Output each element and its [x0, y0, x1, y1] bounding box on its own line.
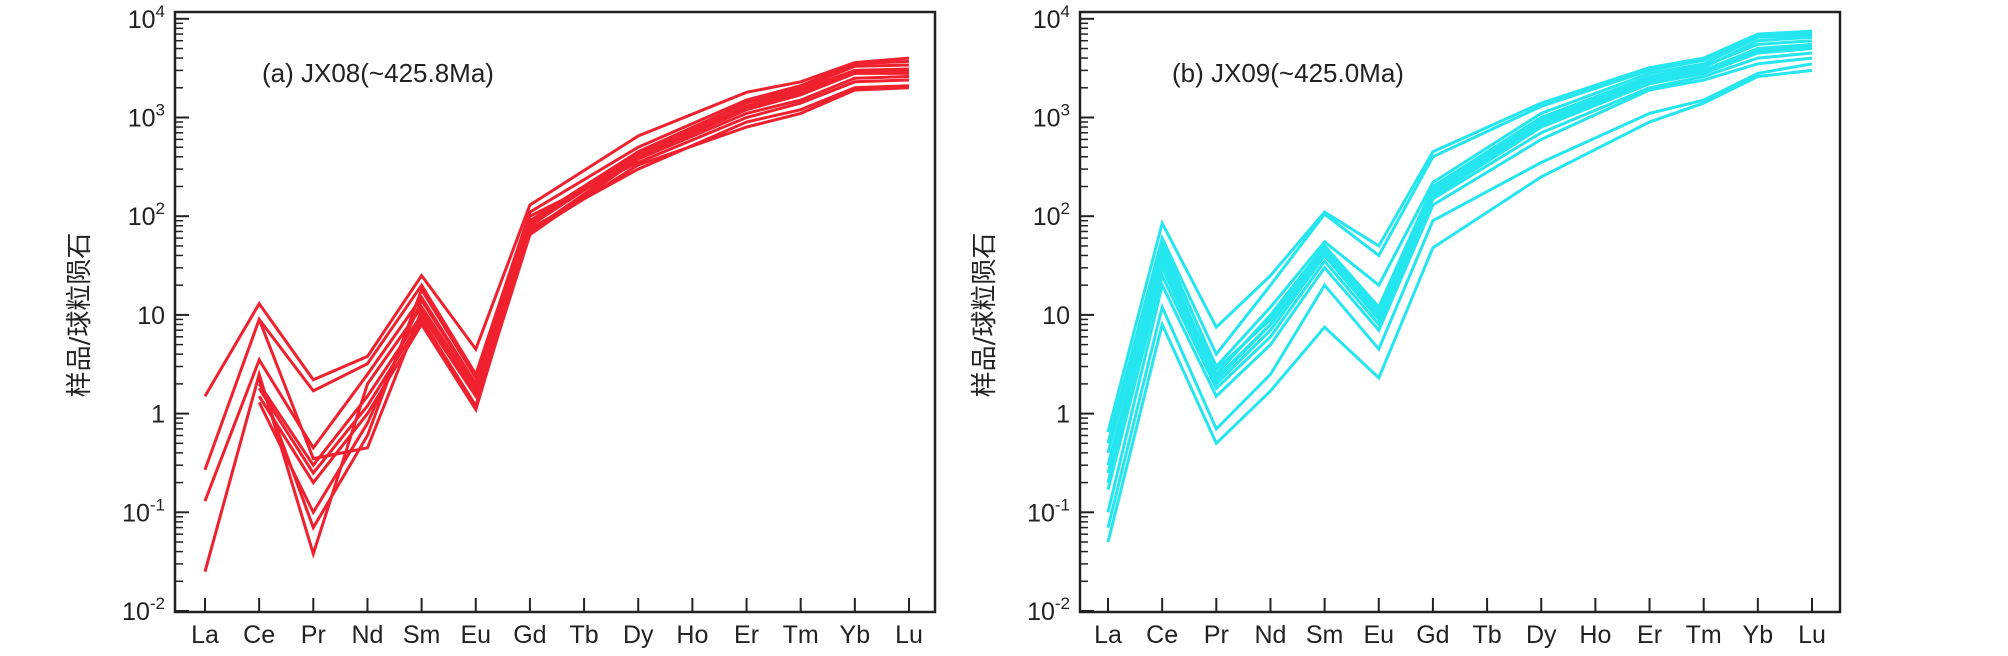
x-tick-label-la: La [1094, 621, 1122, 649]
x-tick-label-pr: Pr [301, 621, 326, 649]
y-tick-label: 103 [128, 101, 165, 133]
y-axis-label: 样品/球粒陨石 [65, 233, 95, 398]
y-tick-label: 103 [1033, 101, 1070, 133]
x-tick-label-eu: Eu [460, 621, 491, 649]
y-tick-base: 10 [1027, 499, 1055, 527]
y-tick-exponent: 3 [1061, 101, 1070, 120]
x-tick-label-sm: Sm [403, 621, 441, 649]
x-tick-label-er: Er [1637, 621, 1662, 649]
series-line-4 [203, 67, 910, 573]
panel-title: (b) JX09(~425.0Ma) [1172, 58, 1404, 88]
x-tick-label-sm: Sm [1306, 621, 1344, 649]
y-tick-exponent: 2 [156, 199, 165, 218]
y-tick-base: 10 [1033, 203, 1061, 231]
y-tick-base: 10 [1033, 105, 1061, 133]
series-group [1106, 29, 1813, 543]
plot-frame [1078, 10, 1842, 614]
y-tick-exponent: 3 [156, 101, 165, 120]
series-line-9 [257, 68, 910, 532]
series-line-8 [257, 78, 910, 516]
series-line-10 [257, 86, 910, 461]
x-tick-label-nd: Nd [351, 621, 383, 649]
y-tick-exponent: -1 [1055, 495, 1070, 514]
y-tick-label: 104 [1033, 2, 1070, 34]
series-line-8 [1106, 56, 1813, 513]
x-tick-label-dy: Dy [623, 621, 654, 649]
x-tick-label-tm: Tm [1686, 621, 1722, 649]
y-tick-label: 10-2 [1027, 594, 1070, 626]
series-line-3 [203, 63, 910, 502]
y-tick-label: 1 [151, 401, 165, 429]
y-tick-exponent: -2 [150, 594, 165, 613]
y-tick-label: 102 [128, 199, 165, 231]
series-group [203, 56, 910, 573]
x-tick-label-nd: Nd [1254, 621, 1286, 649]
y-tick-label: 1 [1056, 401, 1070, 429]
series-line-11 [1160, 35, 1813, 373]
series-line-2 [203, 59, 910, 471]
y-tick-label: 102 [1033, 199, 1070, 231]
y-tick-base: 10 [137, 302, 165, 330]
x-tick-label-tb: Tb [569, 621, 598, 649]
x-tick-label-tb: Tb [1472, 621, 1501, 649]
y-tick-label: 10-1 [1027, 495, 1070, 527]
x-tick-label-lu: Lu [1798, 621, 1826, 649]
series-line-5 [1106, 42, 1813, 474]
x-tick-label-pr: Pr [1204, 621, 1229, 649]
series-line-5 [257, 71, 909, 468]
y-tick-base: 10 [122, 499, 150, 527]
y-tick-label: 10-1 [122, 495, 165, 527]
series-line-7 [1106, 51, 1813, 490]
y-tick-base: 1 [151, 401, 165, 429]
panel-title: (a) JX08(~425.8Ma) [262, 58, 494, 88]
x-tick-label-ho: Ho [676, 621, 708, 649]
x-tick-label-ce: Ce [1146, 621, 1178, 649]
series-line-9 [1106, 62, 1813, 528]
y-tick-base: 1 [1056, 401, 1070, 429]
series-line-1 [1106, 29, 1813, 433]
y-tick-exponent: -1 [150, 495, 165, 514]
y-tick-base: 10 [128, 203, 156, 231]
y-tick-exponent: 4 [1061, 2, 1070, 21]
y-tick-base: 10 [1033, 6, 1061, 34]
x-tick-label-dy: Dy [1526, 621, 1557, 649]
series-line-12 [1160, 45, 1813, 381]
x-tick-label-la: La [191, 621, 219, 649]
x-tick-label-lu: Lu [895, 621, 923, 649]
y-tick-label: 10 [137, 302, 165, 330]
series-line-6 [1106, 47, 1813, 483]
x-tick-label-eu: Eu [1363, 621, 1394, 649]
y-tick-label: 10-2 [122, 594, 165, 626]
y-tick-base: 10 [1027, 598, 1055, 626]
x-tick-label-gd: Gd [513, 621, 546, 649]
y-tick-exponent: -2 [1055, 594, 1070, 613]
series-line-10 [1106, 68, 1813, 543]
x-tick-label-ho: Ho [1579, 621, 1611, 649]
y-tick-exponent: 2 [1061, 199, 1070, 218]
x-tick-label-er: Er [734, 621, 759, 649]
series-line-2 [1106, 31, 1813, 444]
y-tick-base: 10 [1042, 302, 1070, 330]
series-line-1 [203, 56, 910, 397]
series-line-7 [257, 84, 910, 486]
plot-frame [173, 10, 937, 614]
x-tick-label-yb: Yb [840, 621, 871, 649]
y-tick-base: 10 [122, 598, 150, 626]
y-tick-label: 104 [128, 2, 165, 34]
x-tick-label-tm: Tm [783, 621, 819, 649]
x-tick-label-ce: Ce [243, 621, 275, 649]
y-axis-label: 样品/球粒陨石 [970, 233, 1000, 398]
x-tick-label-yb: Yb [1743, 621, 1774, 649]
y-tick-base: 10 [128, 105, 156, 133]
y-tick-label: 10 [1042, 302, 1070, 330]
y-tick-base: 10 [128, 6, 156, 34]
y-tick-exponent: 4 [156, 2, 165, 21]
x-tick-label-gd: Gd [1416, 621, 1449, 649]
series-line-4 [1106, 39, 1813, 466]
